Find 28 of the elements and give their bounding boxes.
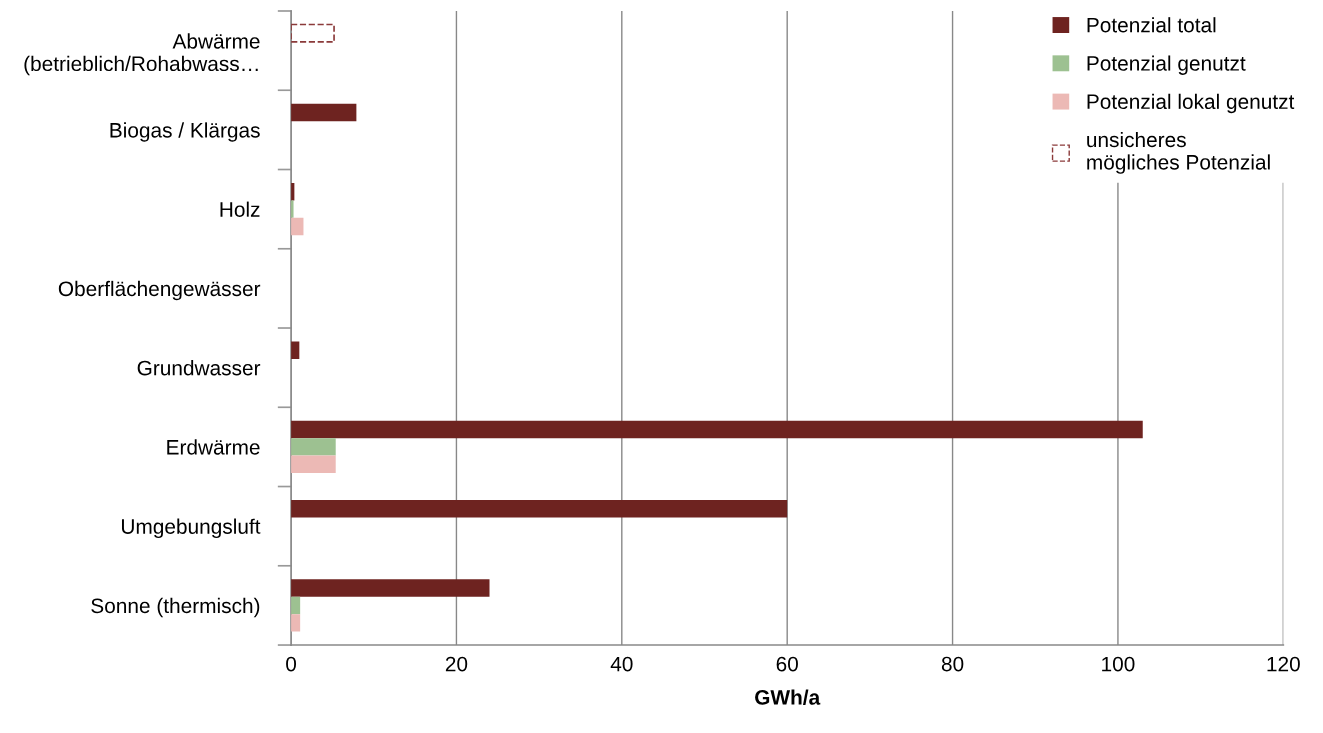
x-axis-title: GWh/a [755, 689, 821, 705]
bar [291, 579, 490, 597]
legend-label: Potenzial lokal genutzt [1087, 93, 1295, 114]
x-tick-label: 80 [941, 656, 964, 672]
bar [291, 438, 336, 456]
legend-label: Potenzial genutzt [1087, 55, 1246, 75]
bar [291, 103, 357, 122]
bar [291, 455, 336, 474]
y-tick-label: Abwärme (betrieblich/Rohabwass… [24, 33, 260, 76]
y-tick-label: Grundwasser [137, 360, 261, 376]
x-tick-label: 0 [286, 656, 297, 672]
y-tick-label: Oberflächengewässer [58, 280, 261, 301]
x-tick-label: 100 [1102, 656, 1135, 672]
bar [291, 614, 301, 632]
y-tick-label: Biogas / Klärgas [110, 122, 260, 142]
legend-label: Potenzial total [1087, 17, 1216, 33]
bar [291, 420, 1143, 439]
legend-label: unsicheres mögliches Potenzial [1087, 131, 1270, 174]
bar [291, 500, 788, 518]
bar [291, 23, 335, 43]
y-tick-label: Erdwärme [167, 439, 260, 455]
y-tick-label: Umgebungsluft [122, 518, 261, 539]
y-tick-label: Holz [220, 201, 260, 217]
y-tick-label: Sonne (thermisch) [91, 597, 260, 618]
x-tick-label: 120 [1267, 656, 1300, 672]
x-tick-label: 20 [445, 656, 468, 672]
x-tick-label: 60 [776, 656, 798, 672]
x-tick-label: 40 [610, 656, 633, 672]
